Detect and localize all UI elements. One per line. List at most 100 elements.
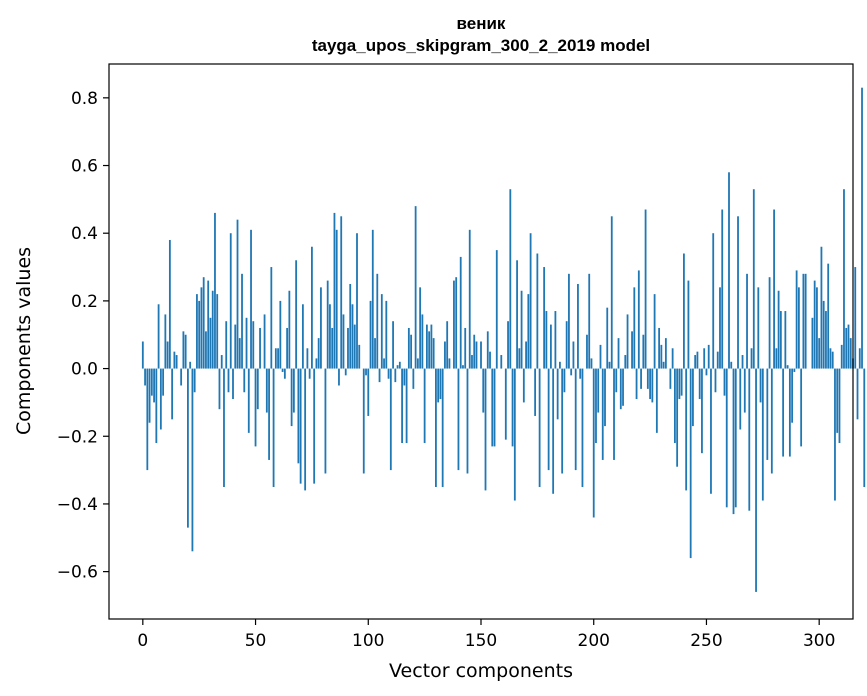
bar [861,87,863,369]
bar [394,368,397,383]
bar [595,368,597,444]
bar [655,368,658,433]
bar [822,300,825,369]
bar [153,368,155,403]
bar [491,368,494,447]
bar [356,233,358,369]
bar [383,358,385,369]
bar [703,348,706,369]
bar [448,358,451,369]
bar [286,327,289,369]
bar [547,368,550,471]
bar [743,368,746,413]
bar [624,355,627,369]
bar [466,368,469,474]
bar [252,321,255,369]
bar [326,280,329,369]
bar [290,368,293,427]
bar [265,368,268,413]
bar [581,368,584,488]
y-tick-label: 0.4 [71,224,98,244]
bar [191,368,194,552]
bar [315,358,318,369]
bar [768,277,771,369]
bar [554,311,557,369]
bar [157,304,160,369]
bar [211,290,214,369]
bar [475,341,478,369]
bar [430,324,433,369]
bar [351,304,354,369]
bar [556,368,559,420]
bar [570,368,573,376]
x-tick-label: 0 [137,631,148,651]
bar [148,368,151,423]
bar [662,361,665,369]
bar [588,273,591,369]
bar [660,344,663,369]
bar [398,361,401,369]
bar [168,239,171,369]
bar [214,212,216,369]
bar [374,338,376,369]
bar [198,300,201,369]
bar [164,314,167,369]
bar [259,327,261,369]
bar [520,290,523,369]
bar [601,368,604,460]
y-tick-label: 0.0 [71,360,98,380]
bar [227,368,230,393]
bar [590,358,593,369]
bar [254,368,257,447]
bar [849,338,852,369]
bar [504,368,507,440]
bar [651,368,654,403]
bar [669,368,672,389]
bar [150,368,153,396]
bar-series [141,87,866,592]
y-tick-label: −0.4 [57,495,98,515]
bar [678,368,681,400]
bar [320,287,322,369]
bar [536,253,539,369]
y-axis: −0.6 −0.4 −0.2 0.0 0.2 0.4 0.6 0.8 [57,89,109,583]
bar [676,368,679,467]
bar [797,287,800,369]
bar [568,273,570,369]
bar [486,331,489,369]
bar [283,368,286,379]
bar [410,334,413,369]
bar [664,338,667,369]
bar [843,189,845,369]
bar [779,311,782,369]
bar [552,368,555,494]
bar [444,341,446,369]
bar [854,267,857,369]
bar [829,348,832,369]
bar [529,233,532,369]
bar [236,219,239,369]
bar [229,233,232,369]
bar [538,368,541,488]
bar [788,368,791,457]
x-tick-label: 250 [690,631,722,651]
bar [423,368,426,444]
bar [277,348,279,369]
bar [813,280,816,369]
bar [369,300,372,369]
bar [453,280,455,369]
bar [173,351,176,369]
bar [493,368,496,447]
bar [196,294,198,369]
bar [342,314,345,369]
bar [856,368,859,420]
bar [367,368,370,416]
x-tick-label: 150 [465,631,497,651]
bar [378,368,381,383]
bar [270,267,273,369]
bar [692,368,694,427]
bar [464,327,467,369]
bar [773,209,775,369]
bar [737,216,739,369]
bar [324,368,327,474]
